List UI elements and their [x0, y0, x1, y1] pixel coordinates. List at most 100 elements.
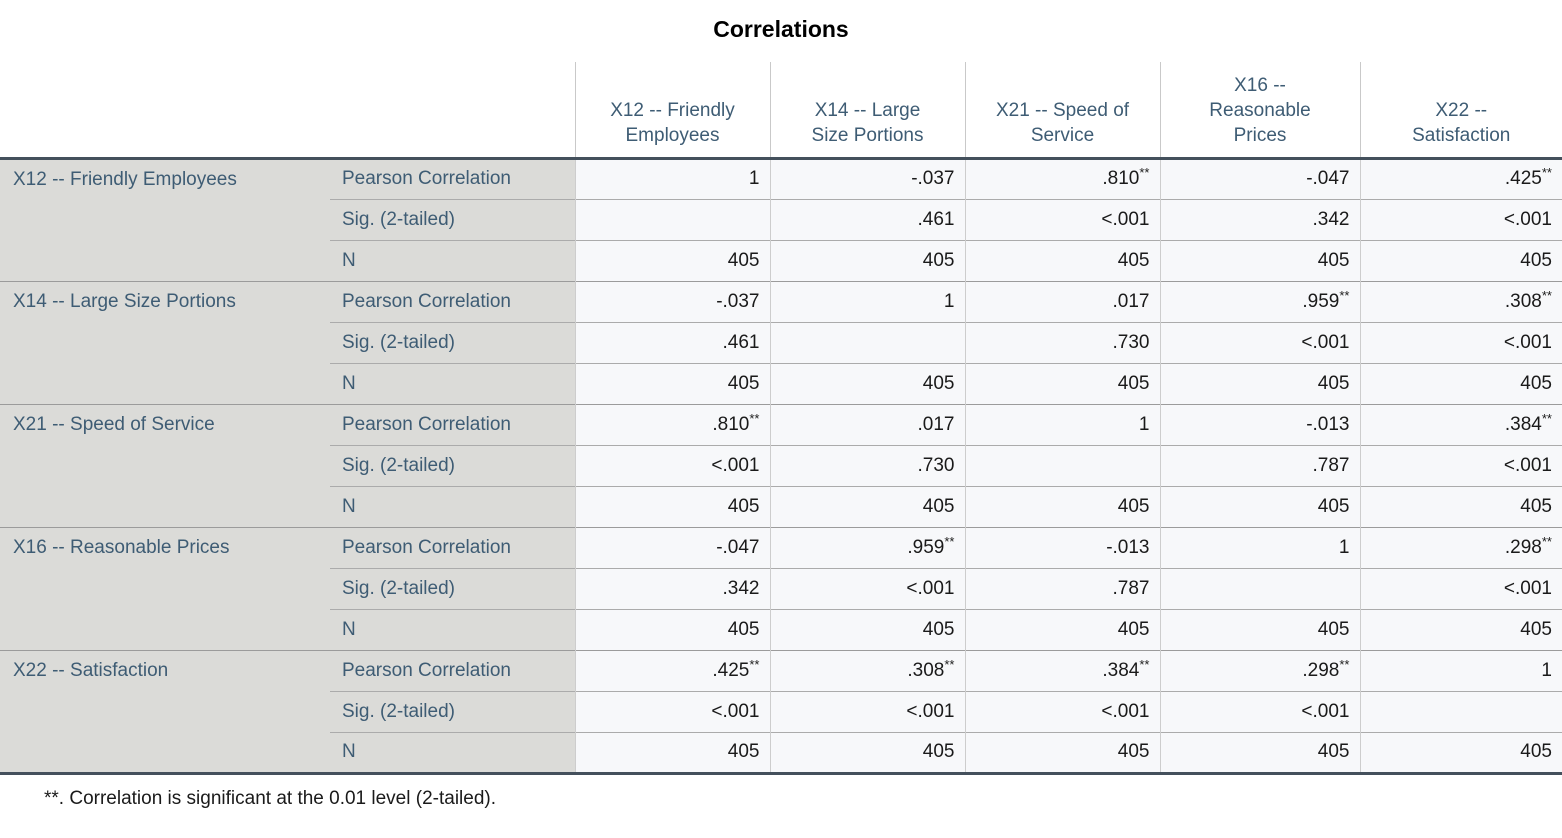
correlation-cell: 1 — [1359, 649, 1562, 691]
sig-cell: <.001 — [1159, 690, 1360, 732]
correlations-table: X12 -- Friendly Employees X14 -- Large Size… — [0, 62, 1562, 775]
stat-label: Pearson Correlation — [330, 526, 575, 568]
correlation-cell: .810** — [964, 158, 1160, 199]
correlation-cell: .298** — [1359, 526, 1562, 568]
correlation-cell: .298** — [1159, 649, 1360, 691]
n-cell: 405 — [964, 485, 1160, 527]
page-title: Correlations — [713, 16, 849, 42]
table-row: N 405 405 405 405 405 — [0, 239, 1562, 281]
significance-marker: ** — [1139, 165, 1150, 180]
n-cell: 405 — [1159, 239, 1360, 281]
sig-cell: .461 — [574, 321, 770, 363]
correlation-cell: .959** — [1159, 280, 1360, 322]
sig-cell: .342 — [574, 567, 770, 609]
significance-marker: ** — [1339, 656, 1350, 672]
sig-cell — [964, 444, 1160, 486]
correlation-cell: 1 — [964, 403, 1160, 445]
row-group-label: X21 -- Speed of Service — [0, 403, 330, 527]
significance-marker: ** — [1541, 165, 1552, 180]
significance-marker: ** — [1541, 410, 1552, 426]
sig-cell: <.001 — [1359, 567, 1562, 609]
column-header: X12 -- Friendly Employees — [574, 62, 770, 158]
correlation-cell: .959** — [769, 526, 965, 568]
correlation-cell: -.037 — [574, 280, 770, 322]
n-cell: 405 — [574, 362, 770, 404]
stat-label: N — [330, 608, 575, 650]
stat-label: Pearson Correlation — [330, 649, 575, 691]
column-header: X14 -- Large Size Portions — [769, 62, 965, 158]
stat-label: Sig. (2-tailed) — [330, 690, 575, 732]
row-group-label: X22 -- Satisfaction — [0, 649, 330, 773]
table-row: X16 -- Reasonable Prices Pearson Correlat… — [0, 526, 1562, 650]
stat-label: N — [330, 239, 575, 281]
significance-marker: ** — [944, 533, 955, 549]
n-cell: 405 — [964, 239, 1160, 281]
stat-label: Pearson Correlation — [330, 403, 575, 445]
stat-label: Pearson Correlation — [330, 158, 575, 199]
n-cell: 405 — [1359, 608, 1562, 650]
n-cell: 405 — [769, 362, 965, 404]
table-row: X21 -- Speed of Service Pearson Correlati… — [0, 403, 1562, 527]
correlation-cell: .425** — [1359, 158, 1562, 199]
n-cell: 405 — [1159, 608, 1360, 650]
stat-label: Sig. (2-tailed) — [330, 198, 575, 240]
table-row: N 405 405 405 405 405 — [0, 608, 1562, 650]
row-group-label: X12 -- Friendly Employees — [0, 158, 330, 281]
corner-cell-statistic — [330, 62, 575, 158]
correlation-cell: .425** — [574, 649, 770, 691]
sig-cell: <.001 — [574, 444, 770, 486]
table-row: N 405 405 405 405 405 — [0, 731, 1562, 773]
corner-cell-variable — [0, 62, 330, 158]
correlation-cell: -.013 — [1159, 403, 1360, 445]
n-cell: 405 — [769, 239, 965, 281]
table-row: N 405 405 405 405 405 — [0, 362, 1562, 404]
n-cell: 405 — [1359, 362, 1562, 404]
n-cell: 405 — [1359, 731, 1562, 773]
correlation-cell: 1 — [1159, 526, 1360, 568]
n-cell: 405 — [769, 731, 965, 773]
n-cell: 405 — [1159, 362, 1360, 404]
table-row: Sig. (2-tailed) .342 <.001.787 <.001 — [0, 567, 1562, 609]
correlation-cell: 1 — [574, 158, 770, 199]
sig-cell — [1359, 690, 1562, 732]
correlation-cell: -.047 — [574, 526, 770, 568]
sig-cell: <.001 — [769, 567, 965, 609]
column-header: X21 -- Speed of Service — [964, 62, 1160, 158]
sig-cell: <.001 — [769, 690, 965, 732]
stat-label: Pearson Correlation — [330, 280, 575, 322]
sig-cell: .342 — [1159, 198, 1360, 240]
correlation-cell: .308** — [769, 649, 965, 691]
correlation-cell: .384** — [1359, 403, 1562, 445]
correlation-cell: 1 — [769, 280, 965, 322]
sig-cell: <.001 — [1359, 321, 1562, 363]
n-cell: 405 — [964, 362, 1160, 404]
significance-marker: ** — [749, 410, 760, 426]
correlation-cell: .308** — [1359, 280, 1562, 322]
table-row: Sig. (2-tailed) .461.730 <.001 <.001 — [0, 321, 1562, 363]
correlation-cell: .017 — [964, 280, 1160, 322]
sig-cell: .787 — [1159, 444, 1360, 486]
n-cell: 405 — [769, 608, 965, 650]
column-header-row: X12 -- Friendly Employees X14 -- Large Size… — [0, 62, 1562, 158]
sig-cell: <.001 — [964, 690, 1160, 732]
significance-marker: ** — [1541, 287, 1552, 303]
stat-label: N — [330, 485, 575, 527]
sig-cell — [1159, 567, 1360, 609]
table-row: X22 -- Satisfaction Pearson Correlation .4… — [0, 649, 1562, 773]
sig-cell: <.001 — [1159, 321, 1360, 363]
column-header: X16 -- Reasonable Prices — [1159, 62, 1360, 158]
table-row: N 405 405 405 405 405 — [0, 485, 1562, 527]
n-cell: 405 — [1159, 731, 1360, 773]
correlation-cell: .384** — [964, 649, 1160, 691]
n-cell: 405 — [964, 731, 1160, 773]
sig-cell: .787 — [964, 567, 1160, 609]
correlation-cell: .810** — [574, 403, 770, 445]
stat-label: Sig. (2-tailed) — [330, 444, 575, 486]
significance-marker: ** — [1541, 533, 1552, 549]
n-cell: 405 — [1159, 485, 1360, 527]
significance-marker: ** — [1139, 656, 1150, 672]
row-group-label: X16 -- Reasonable Prices — [0, 526, 330, 650]
table-row: Sig. (2-tailed) <.001.730.787 <.001 — [0, 444, 1562, 486]
sig-cell — [574, 198, 770, 240]
sig-cell: .730 — [769, 444, 965, 486]
